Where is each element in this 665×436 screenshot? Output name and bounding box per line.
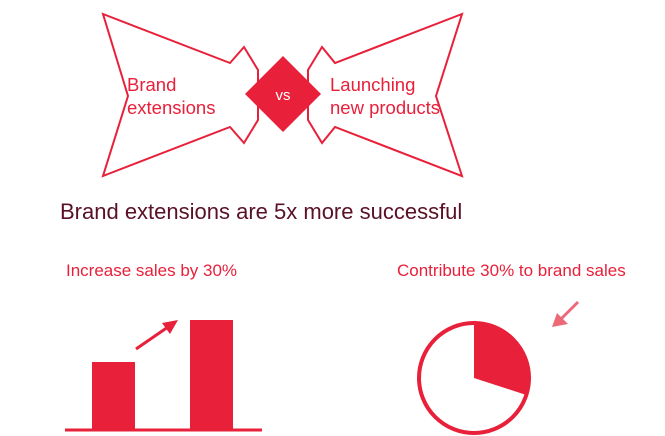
vs-label: vs — [276, 87, 291, 104]
step-number: 3 — [360, 263, 370, 282]
right-arrow-label: Launching new products — [330, 73, 440, 119]
step-badge-2: 2 — [11, 253, 51, 293]
left-label-line1: Brand — [127, 74, 177, 95]
headline: Brand extensions are 5x more successful — [60, 199, 463, 224]
section3-label: Contribute 30% to brand sales — [397, 261, 626, 280]
pointer-arrow-head — [552, 313, 568, 327]
right-arrow-outline — [307, 12, 464, 178]
right-label-line1: Launching — [330, 74, 416, 95]
pointer-arrow-shaft — [559, 300, 580, 321]
short-bar — [92, 362, 135, 430]
left-arrow-label: Brand extensions — [127, 73, 215, 119]
step-number: 1 — [26, 22, 36, 41]
pie-chart-icon — [417, 321, 531, 435]
pie-slice-highlighted — [474, 323, 529, 395]
step-badge-1: 1 — [11, 12, 51, 52]
section2-label: Increase sales by 30% — [66, 261, 238, 280]
growth-arrow-head — [162, 320, 178, 334]
left-arrow-outline — [101, 12, 259, 178]
step-number: 2 — [26, 263, 36, 282]
bar-chart-growth-icon — [65, 320, 262, 432]
right-label-line2: new products — [330, 97, 441, 118]
growth-arrow-shaft — [135, 325, 169, 351]
vs-diamond — [245, 56, 321, 132]
step-badge-3: 3 — [345, 253, 385, 293]
left-label-line2: extensions — [127, 97, 216, 118]
pointer-arrow-icon — [552, 300, 580, 327]
tall-bar — [190, 320, 233, 430]
